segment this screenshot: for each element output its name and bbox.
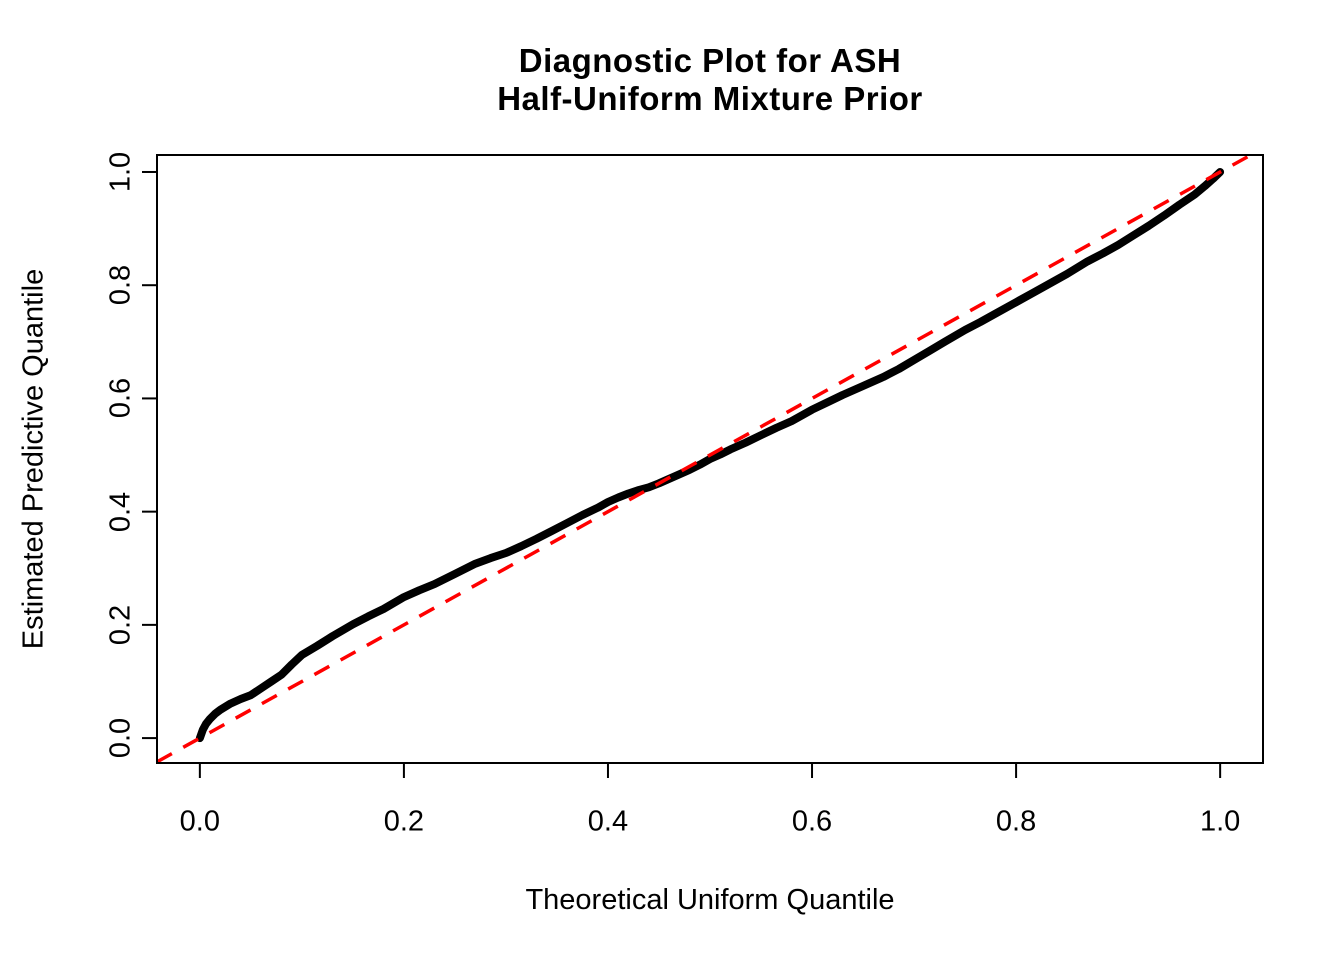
x-tick-label: 1.0 [1199,805,1241,838]
x-tick-label: 0.6 [791,805,833,838]
chart-title-line-1: Diagnostic Plot for ASH [518,42,902,79]
chart-title-line-2: Half-Uniform Mixture Prior [497,80,923,117]
x-tick-label: 0.4 [587,805,629,838]
y-tick-label: 0.0 [104,717,137,759]
y-tick-label: 0.8 [104,265,137,306]
y-tick-label: 1.0 [104,151,137,193]
y-tick-label: 0.6 [104,378,137,419]
y-tick-label: 0.4 [104,491,137,532]
x-axis-title: Theoretical Uniform Quantile [525,884,895,916]
x-tick-label: 0.8 [995,805,1037,838]
plot-frame [156,154,1264,764]
y-axis-title: Estimated Predictive Quantile [17,268,50,650]
chart-title: Diagnostic Plot for ASH Half-Uniform Mix… [157,42,1263,118]
x-tick-label: 0.2 [383,805,425,838]
y-tick-label: 0.2 [104,604,137,646]
x-tick-label: 0.0 [179,805,221,838]
